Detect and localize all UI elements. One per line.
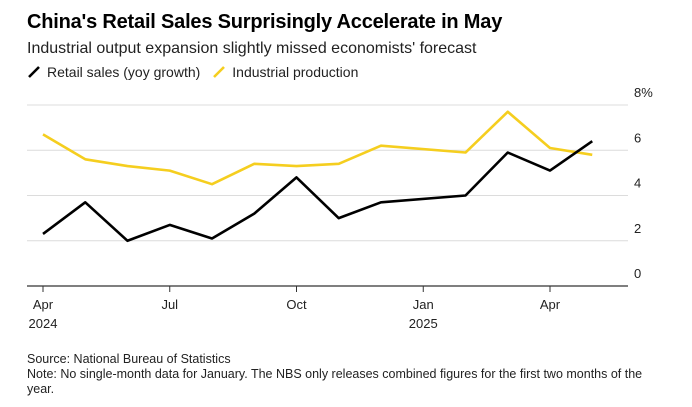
legend-item-industrial: Industrial production xyxy=(212,64,358,80)
legend-line-icon-retail xyxy=(28,66,40,78)
y-tick-label-4: 4 xyxy=(634,176,641,191)
legend-label-retail: Retail sales (yoy growth) xyxy=(47,64,201,80)
y-tick-label-0: 0 xyxy=(634,266,641,281)
y-tick-label-2: 2 xyxy=(634,221,641,236)
x-tick-year-0: 2024 xyxy=(29,316,58,331)
legend-item-retail: Retail sales (yoy growth) xyxy=(27,64,200,80)
x-tick-label-0: Apr xyxy=(33,297,54,312)
y-tick-label-8: 8% xyxy=(634,85,653,100)
x-tick-label-2: Oct xyxy=(286,297,307,312)
y-tick-label-6: 6 xyxy=(634,130,641,145)
legend-line-icon-industrial xyxy=(213,66,226,78)
legend-label-industrial: Industrial production xyxy=(232,64,359,80)
data-note: Note: No single-month data for January. … xyxy=(27,367,643,396)
chart-subtitle: Industrial output expansion slightly mis… xyxy=(27,40,477,57)
source-note: Source: National Bureau of Statistics xyxy=(27,352,231,366)
chart-title: China's Retail Sales Surprisingly Accele… xyxy=(27,11,503,33)
x-tick-label-4: Apr xyxy=(540,297,561,312)
chart-legend: Retail sales (yoy growth) Industrial pro… xyxy=(27,64,370,80)
x-tick-label-3: Jan xyxy=(413,297,434,312)
x-tick-year-3: 2025 xyxy=(409,316,438,331)
chart-footer: Source: National Bureau of Statistics No… xyxy=(27,352,647,397)
series-line-industrial-production xyxy=(42,110,593,186)
series-line-retail-sales xyxy=(42,140,593,243)
x-tick-label-1: Jul xyxy=(161,297,178,312)
